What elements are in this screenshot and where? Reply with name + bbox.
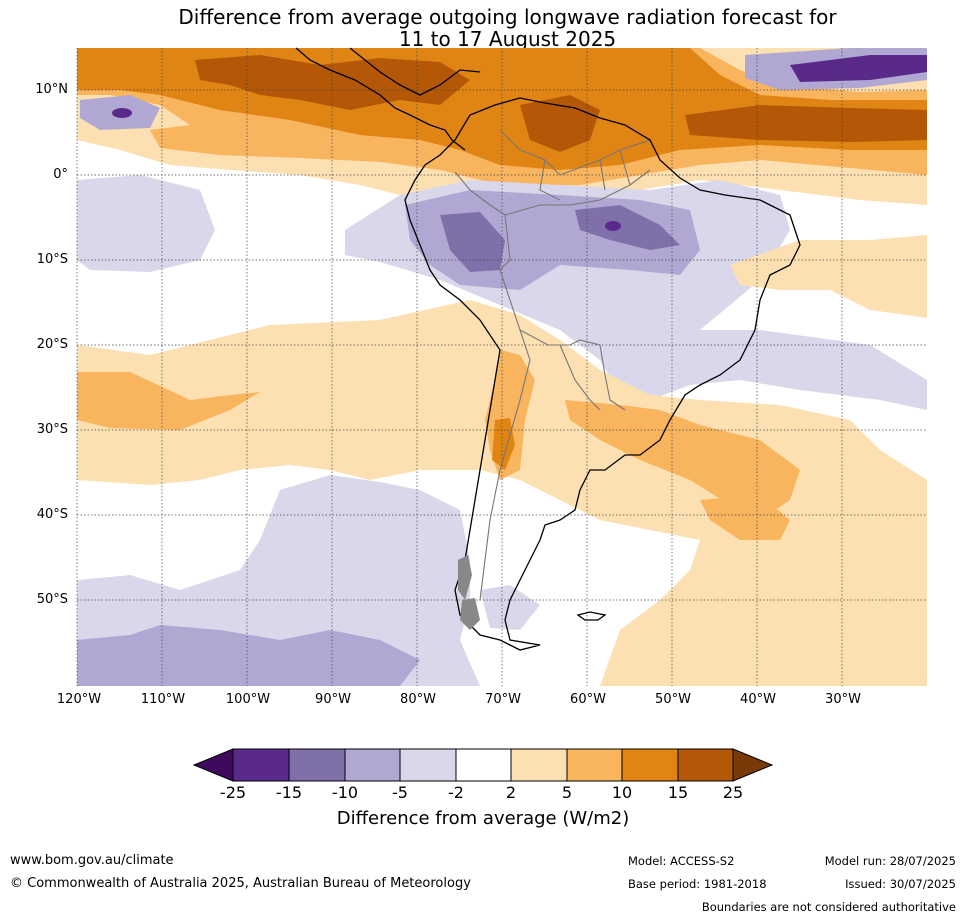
map-title-line-2: 11 to 17 August 2025 — [398, 27, 617, 51]
colorbar-bin-9 — [678, 749, 733, 781]
positive-anomaly-subtropical-medium — [77, 372, 260, 430]
lon-label-120w: 120°W — [56, 692, 102, 707]
lon-label-80w: 80°W — [400, 692, 436, 707]
lon-label-70w: 70°W — [485, 692, 521, 707]
falkland-islands — [576, 611, 607, 621]
lon-label-110w: 110°W — [140, 692, 186, 707]
map-graticule — [76, 48, 927, 686]
lat-label-equator: 0° — [53, 167, 68, 182]
positive-anomaly-south-atlantic — [700, 495, 790, 540]
lat-label-10n: 10°N — [35, 82, 68, 97]
positive-anomaly-andes-strong — [492, 418, 515, 470]
lon-label-100w: 100°W — [225, 692, 271, 707]
lon-label-30w: 30°W — [825, 692, 861, 707]
colorbar-frame — [232, 748, 734, 782]
colorbar-tick: 2 — [505, 783, 517, 802]
colorbar-tick: 5 — [561, 783, 573, 802]
colorbar-tick: -25 — [219, 783, 247, 802]
colorbar-bin-8 — [622, 749, 678, 781]
colorbar-tick: -5 — [392, 783, 408, 802]
negative-anomaly-northeast-strong — [790, 55, 927, 82]
positive-anomaly-east-brazil — [730, 235, 927, 318]
coastlines — [295, 47, 801, 651]
colorbar-bin-1 — [233, 749, 289, 781]
colorbar-extend-low — [192, 748, 234, 782]
lon-label-60w: 60°W — [570, 692, 606, 707]
central-america-coast — [295, 47, 481, 151]
positive-anomaly-atlantic — [685, 105, 927, 142]
negative-anomaly-brazil-core — [605, 221, 621, 231]
map-title-line-1: Difference from average outgoing longwav… — [178, 5, 837, 29]
colorbar-bin-7 — [567, 749, 622, 781]
colorbar-tick: 25 — [722, 783, 744, 802]
positive-anomaly-venezuela — [520, 95, 600, 152]
footer-base-period: Base period: 1981-2018 — [628, 877, 767, 891]
colorbar-tick: -15 — [275, 783, 303, 802]
colorbar-bin-4 — [400, 749, 456, 781]
colorbar-bin-5 — [456, 749, 511, 781]
lon-label-50w: 50°W — [655, 692, 691, 707]
lat-label-10s: 10°S — [36, 252, 68, 267]
footer-copyright: © Commonwealth of Australia 2025, Austra… — [10, 876, 471, 891]
lat-label-40s: 40°S — [36, 507, 68, 522]
colorbar-bin-6 — [511, 749, 567, 781]
footer-issued: Issued: 30/07/2025 — [845, 877, 956, 891]
footer-url: www.bom.gov.au/climate — [10, 853, 174, 868]
south-america-coast — [404, 97, 801, 651]
footer-model-run: Model run: 28/07/2025 — [824, 854, 956, 868]
positive-anomaly-north-very-strong — [195, 55, 470, 110]
negative-anomaly-cape-horn — [480, 585, 540, 630]
colorbar-dividers — [288, 749, 679, 781]
colorbar-extend-high — [732, 748, 774, 782]
lon-label-90w: 90°W — [315, 692, 351, 707]
country-borders — [454, 129, 651, 601]
negative-anomaly-southeast-pacific-medium — [77, 625, 420, 686]
colorbar-bin-3 — [345, 749, 400, 781]
negative-anomaly-amazon-strong — [440, 212, 505, 272]
lat-label-30s: 30°S — [36, 422, 68, 437]
colorbar-tick: -10 — [331, 783, 359, 802]
colorbar-tick: 10 — [611, 783, 633, 802]
lat-label-20s: 20°S — [36, 337, 68, 352]
colorbar-tick: -2 — [448, 783, 464, 802]
colorbar-bin-2 — [289, 749, 345, 781]
lon-label-40w: 40°W — [740, 692, 776, 707]
lat-label-50s: 50°S — [36, 592, 68, 607]
colorbar-tick: 15 — [667, 783, 689, 802]
positive-anomaly-subtropical — [77, 300, 927, 686]
colorbar-label: Difference from average (W/m2) — [336, 808, 630, 829]
negative-anomaly-east-pacific-core — [112, 108, 132, 118]
colorbar — [192, 748, 774, 782]
negative-anomaly-brazil-strong — [575, 205, 680, 250]
footer-boundaries-note: Boundaries are not considered authoritat… — [701, 900, 956, 914]
chile-archipelago — [458, 555, 480, 630]
negative-anomaly-equatorial — [77, 175, 215, 272]
footer-model: Model: ACCESS-S2 — [628, 854, 735, 868]
